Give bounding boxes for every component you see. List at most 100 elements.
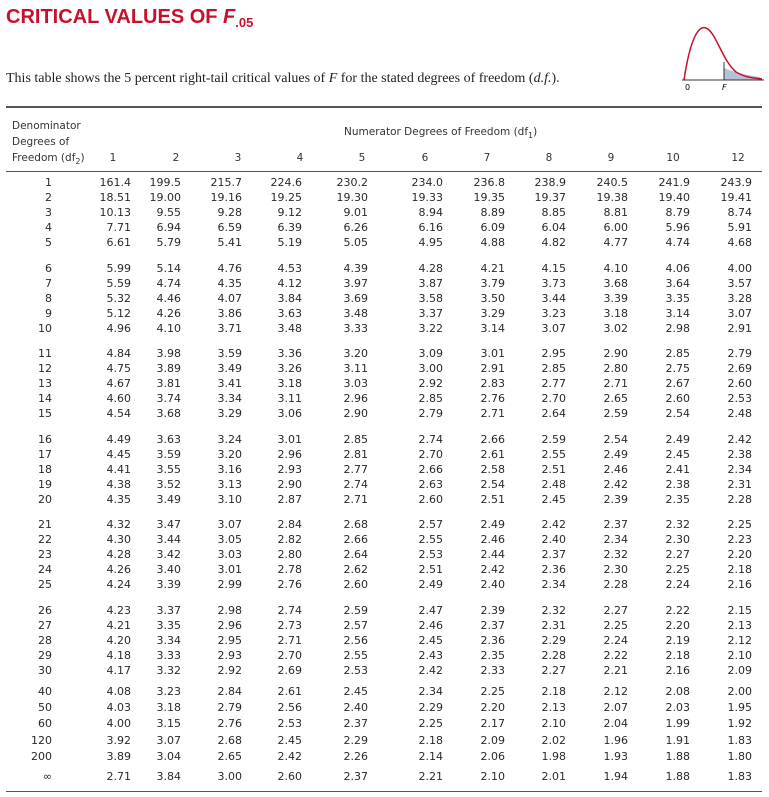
row-header: Freedom (df2) xyxy=(12,151,85,169)
value-cell: 2.83 xyxy=(480,377,506,391)
value-cell: 9.01 xyxy=(343,206,369,220)
value-cell: 4.67 xyxy=(106,377,132,391)
value-cell: 3.37 xyxy=(418,306,444,320)
value-cell: 2.07 xyxy=(603,701,629,715)
value-cell: 3.34 xyxy=(156,633,182,647)
value-cell: 1.99 xyxy=(665,717,691,731)
value-cell: 4.21 xyxy=(480,261,506,275)
value-cell: 3.64 xyxy=(665,276,691,290)
value-cell: 4.20 xyxy=(106,633,132,647)
value-cell: 2.37 xyxy=(603,518,629,531)
value-cell: 5.05 xyxy=(343,236,369,250)
value-cell: 4.49 xyxy=(106,432,132,446)
value-cell: 3.33 xyxy=(156,648,182,662)
column-label: 4 xyxy=(296,152,304,164)
value-cell: 2.68 xyxy=(343,518,369,531)
value-cell: 2.31 xyxy=(727,477,753,491)
value-cell: 3.26 xyxy=(277,362,303,376)
value-cell: 3.68 xyxy=(603,276,629,290)
value-cell: 2.45 xyxy=(343,685,369,698)
figure-label: F xyxy=(722,83,727,92)
value-cell: 2.71 xyxy=(277,633,303,647)
value-cell: 3.58 xyxy=(418,291,444,305)
value-cell: 2.95 xyxy=(541,347,567,360)
value-cell: 4.46 xyxy=(156,291,182,305)
row-header-text: Freedom (df xyxy=(12,152,76,164)
value-cell: 19.38 xyxy=(596,191,629,205)
value-cell: 3.48 xyxy=(277,321,303,335)
value-cell: 19.25 xyxy=(270,191,303,205)
value-cell: 2.29 xyxy=(418,701,444,715)
description-text: ). xyxy=(551,71,560,86)
curve xyxy=(683,26,763,81)
description-text: This table shows the 5 percent right-tai… xyxy=(6,71,329,86)
value-cell: 2.27 xyxy=(603,603,629,617)
value-cell: 2.60 xyxy=(343,578,369,592)
value-cell: 4.03 xyxy=(106,701,132,715)
value-cell: 3.20 xyxy=(343,347,369,360)
value-cell: 2.13 xyxy=(541,701,567,715)
value-cell: 2.90 xyxy=(277,477,303,491)
value-cell: 2.41 xyxy=(665,462,691,476)
value-cell: 2.49 xyxy=(603,447,629,461)
value-cell: 2.53 xyxy=(343,663,369,677)
value-cell: 3.71 xyxy=(217,321,243,335)
value-cell: 19.16 xyxy=(210,191,243,205)
row-label: 120 xyxy=(31,733,52,747)
value-cell: 236.8 xyxy=(473,176,506,189)
value-cell: 4.68 xyxy=(727,236,753,250)
value-cell: 4.38 xyxy=(106,477,132,491)
value-cell: 5.91 xyxy=(727,221,753,235)
value-cell: 2.85 xyxy=(418,392,444,406)
value-cell: 2.96 xyxy=(217,618,243,632)
value-cell: 2.79 xyxy=(418,407,444,421)
value-cell: 4.28 xyxy=(106,548,132,562)
value-cell: 3.14 xyxy=(480,321,506,335)
value-cell: 2.59 xyxy=(541,432,567,446)
value-cell: 3.02 xyxy=(603,321,629,335)
value-cell: 8.89 xyxy=(480,206,506,220)
value-cell: 3.89 xyxy=(106,749,132,763)
value-cell: 2.61 xyxy=(480,447,506,461)
value-cell: 5.41 xyxy=(217,236,243,250)
column-label: 9 xyxy=(607,152,615,164)
value-cell: 1.98 xyxy=(541,749,567,763)
value-cell: 5.32 xyxy=(106,291,132,305)
value-cell: 8.74 xyxy=(727,206,753,220)
value-cell: 3.32 xyxy=(156,663,182,677)
value-cell: 3.11 xyxy=(277,392,303,406)
value-cell: 3.07 xyxy=(217,518,243,531)
value-cell: 2.55 xyxy=(541,447,567,461)
value-cell: 2.18 xyxy=(418,733,444,747)
row-label: 13 xyxy=(38,377,52,391)
value-cell: 2.14 xyxy=(418,749,444,763)
column-label: 5 xyxy=(358,152,366,164)
value-cell: 3.18 xyxy=(603,306,629,320)
value-cell: 2.64 xyxy=(343,548,369,562)
value-cell: 2.59 xyxy=(603,407,629,421)
value-cell: 3.10 xyxy=(217,492,243,506)
value-cell: 4.10 xyxy=(603,261,629,275)
value-cell: 1.80 xyxy=(727,749,753,763)
row-header-text: ) xyxy=(80,152,85,164)
value-cell: 3.20 xyxy=(217,447,243,461)
figure-label: 0 xyxy=(685,83,690,92)
value-cell: 3.35 xyxy=(665,291,691,305)
value-cell: 2.51 xyxy=(480,492,506,506)
value-cell: 2.43 xyxy=(418,648,444,662)
value-cell: 2.37 xyxy=(343,770,369,783)
value-cell: 3.79 xyxy=(480,276,506,290)
value-cell: 2.22 xyxy=(603,648,629,662)
value-cell: 19.40 xyxy=(658,191,691,205)
value-cell: 3.50 xyxy=(480,291,506,305)
value-cell: 2.30 xyxy=(665,533,691,547)
value-cell: 3.81 xyxy=(156,377,182,391)
row-label: 30 xyxy=(38,663,52,677)
row-label: 29 xyxy=(38,648,52,662)
value-cell: 4.74 xyxy=(156,276,182,290)
value-cell: 2.85 xyxy=(665,347,691,360)
value-cell: 2.40 xyxy=(343,701,369,715)
value-cell: 2.04 xyxy=(603,717,629,731)
value-cell: 2.15 xyxy=(727,603,753,617)
value-cell: 2.90 xyxy=(603,347,629,360)
